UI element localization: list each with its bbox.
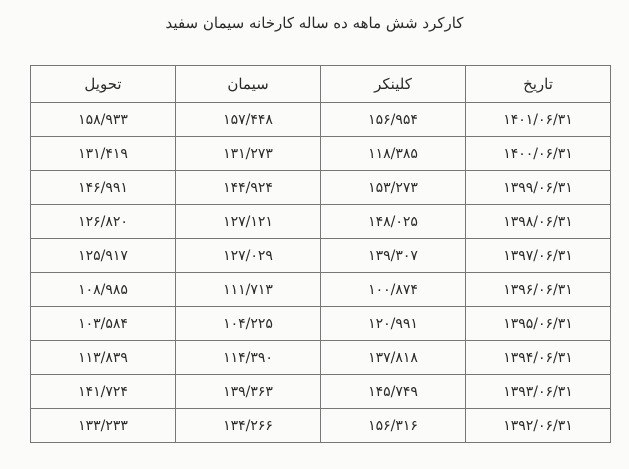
cell-value: ۱۰۳/۵۸۴ (78, 315, 128, 332)
date-cell: ۱۴۰۱/۰۶/۳۱ (465, 102, 611, 137)
header-date: تاریخ (465, 65, 611, 103)
date-cell: ۱۳۹۸/۰۶/۳۱ (465, 204, 611, 239)
delivery-cell: ۱۴۶/۹۹۱ (30, 170, 176, 205)
header-cement: سیمان (175, 65, 321, 103)
cell-value: ۱۳۹۶/۰۶/۳۱ (503, 281, 573, 298)
header-clinker: کلینکر (320, 65, 466, 103)
delivery-cell: ۱۰۸/۹۸۵ (30, 272, 176, 307)
cell-value: ۱۳۹۲/۰۶/۳۱ (503, 417, 573, 434)
cement-cell: ۱۳۹/۳۶۳ (175, 374, 321, 409)
clinker-cell: ۱۵۶/۹۵۴ (320, 102, 466, 137)
date-cell: ۱۳۹۷/۰۶/۳۱ (465, 238, 611, 273)
delivery-cell: ۱۳۱/۴۱۹ (30, 136, 176, 171)
delivery-cell: ۱۴۱/۷۲۴ (30, 374, 176, 409)
date-cell: ۱۳۹۶/۰۶/۳۱ (465, 272, 611, 307)
cell-value: ۱۳۹۹/۰۶/۳۱ (503, 179, 573, 196)
cell-value: ۱۴۴/۹۲۴ (223, 179, 273, 196)
cell-value: ۱۲۷/۱۲۱ (223, 213, 273, 230)
cell-value: ۱۳۳/۲۳۳ (78, 417, 128, 434)
table-row: ۱۴۰۰/۰۶/۳۱ ۱۱۸/۳۸۵ ۱۳۱/۲۷۳ ۱۳۱/۴۱۹ (30, 136, 611, 171)
cell-value: ۱۳۹/۳۰۷ (368, 247, 418, 264)
clinker-cell: ۱۵۶/۳۱۶ (320, 408, 466, 443)
delivery-cell: ۱۲۶/۸۲۰ (30, 204, 176, 239)
cell-value: ۱۳۱/۴۱۹ (78, 145, 128, 162)
production-table: تاریخ کلینکر سیمان تحویل ۱۴۰۱/۰۶/۳۱ ۱۵۶/۹… (30, 65, 611, 443)
delivery-cell: ۱۳۳/۲۳۳ (30, 408, 176, 443)
cement-cell: ۱۱۴/۳۹۰ (175, 340, 321, 375)
cell-value: ۱۳۹۴/۰۶/۳۱ (503, 349, 573, 366)
date-cell: ۱۳۹۹/۰۶/۳۱ (465, 170, 611, 205)
table-row: ۱۳۹۹/۰۶/۳۱ ۱۵۳/۲۷۳ ۱۴۴/۹۲۴ ۱۴۶/۹۹۱ (30, 170, 611, 205)
cell-value: ۱۰۴/۲۲۵ (223, 315, 273, 332)
table-row: ۱۳۹۴/۰۶/۳۱ ۱۳۷/۸۱۸ ۱۱۴/۳۹۰ ۱۱۳/۸۳۹ (30, 340, 611, 375)
date-cell: ۱۳۹۴/۰۶/۳۱ (465, 340, 611, 375)
cell-value: ۱۳۹۸/۰۶/۳۱ (503, 213, 573, 230)
cell-value: ۱۱۳/۸۳۹ (78, 349, 128, 366)
cell-value: ۱۴۱/۷۲۴ (78, 383, 128, 400)
cell-value: ۱۰۸/۹۸۵ (78, 281, 128, 298)
cell-value: ۱۴۰۰/۰۶/۳۱ (503, 145, 573, 162)
cell-value: ۱۴۶/۹۹۱ (78, 179, 128, 196)
table-row: ۱۳۹۷/۰۶/۳۱ ۱۳۹/۳۰۷ ۱۲۷/۰۲۹ ۱۲۵/۹۱۷ (30, 238, 611, 273)
clinker-cell: ۱۲۰/۹۹۱ (320, 306, 466, 341)
cement-cell: ۱۴۴/۹۲۴ (175, 170, 321, 205)
cell-value: ۱۳۱/۲۷۳ (223, 145, 273, 162)
cell-value: ۱۵۶/۳۱۶ (368, 417, 418, 434)
cell-value: ۱۵۳/۲۷۳ (368, 179, 418, 196)
cell-value: ۱۳۹/۳۶۳ (223, 383, 273, 400)
delivery-cell: ۱۲۵/۹۱۷ (30, 238, 176, 273)
delivery-cell: ۱۰۳/۵۸۴ (30, 306, 176, 341)
cell-value: ۱۵۷/۴۴۸ (223, 111, 273, 128)
clinker-cell: ۱۳۷/۸۱۸ (320, 340, 466, 375)
table-row: ۱۴۰۱/۰۶/۳۱ ۱۵۶/۹۵۴ ۱۵۷/۴۴۸ ۱۵۸/۹۳۳ (30, 102, 611, 137)
table-row: ۱۳۹۶/۰۶/۳۱ ۱۰۰/۸۷۴ ۱۱۱/۷۱۳ ۱۰۸/۹۸۵ (30, 272, 611, 307)
cell-value: ۱۱۸/۳۸۵ (368, 145, 418, 162)
clinker-cell: ۱۴۸/۰۲۵ (320, 204, 466, 239)
document-title: کارکرد شش ماهه ده ساله کارخانه سیمان سفی… (165, 14, 464, 32)
cement-cell: ۱۵۷/۴۴۸ (175, 102, 321, 137)
table-row: ۱۳۹۳/۰۶/۳۱ ۱۴۵/۷۴۹ ۱۳۹/۳۶۳ ۱۴۱/۷۲۴ (30, 374, 611, 409)
cell-value: ۱۵۶/۹۵۴ (368, 111, 418, 128)
cell-value: ۱۳۴/۲۶۶ (223, 417, 273, 434)
header-row: تاریخ کلینکر سیمان تحویل (30, 65, 611, 103)
cell-value: ۱۳۹۵/۰۶/۳۱ (503, 315, 573, 332)
clinker-cell: ۱۱۸/۳۸۵ (320, 136, 466, 171)
cell-value: ۱۳۹۷/۰۶/۳۱ (503, 247, 573, 264)
cement-cell: ۱۳۴/۲۶۶ (175, 408, 321, 443)
clinker-cell: ۱۵۳/۲۷۳ (320, 170, 466, 205)
date-cell: ۱۳۹۵/۰۶/۳۱ (465, 306, 611, 341)
cell-value: ۱۴۸/۰۲۵ (368, 213, 418, 230)
cement-cell: ۱۱۱/۷۱۳ (175, 272, 321, 307)
clinker-cell: ۱۴۵/۷۴۹ (320, 374, 466, 409)
cell-value: ۱۱۱/۷۱۳ (223, 281, 273, 298)
cement-cell: ۱۳۱/۲۷۳ (175, 136, 321, 171)
cement-cell: ۱۲۷/۰۲۹ (175, 238, 321, 273)
cement-cell: ۱۰۴/۲۲۵ (175, 306, 321, 341)
date-cell: ۱۳۹۲/۰۶/۳۱ (465, 408, 611, 443)
cell-value: ۱۱۴/۳۹۰ (223, 349, 273, 366)
cell-value: ۱۲۷/۰۲۹ (223, 247, 273, 264)
table-row: ۱۳۹۵/۰۶/۳۱ ۱۲۰/۹۹۱ ۱۰۴/۲۲۵ ۱۰۳/۵۸۴ (30, 306, 611, 341)
table-row: ۱۳۹۸/۰۶/۳۱ ۱۴۸/۰۲۵ ۱۲۷/۱۲۱ ۱۲۶/۸۲۰ (30, 204, 611, 239)
delivery-cell: ۱۵۸/۹۳۳ (30, 102, 176, 137)
table-row: ۱۳۹۲/۰۶/۳۱ ۱۵۶/۳۱۶ ۱۳۴/۲۶۶ ۱۳۳/۲۳۳ (30, 408, 611, 443)
clinker-cell: ۱۳۹/۳۰۷ (320, 238, 466, 273)
cell-value: ۱۵۸/۹۳۳ (78, 111, 128, 128)
cell-value: ۱۴۵/۷۴۹ (368, 383, 418, 400)
cell-value: ۱۳۷/۸۱۸ (368, 349, 418, 366)
delivery-cell: ۱۱۳/۸۳۹ (30, 340, 176, 375)
cell-value: ۱۳۹۳/۰۶/۳۱ (503, 383, 573, 400)
date-cell: ۱۳۹۳/۰۶/۳۱ (465, 374, 611, 409)
cement-cell: ۱۲۷/۱۲۱ (175, 204, 321, 239)
cell-value: ۱۲۵/۹۱۷ (78, 247, 128, 264)
cell-value: ۱۲۰/۹۹۱ (368, 315, 418, 332)
header-delivery: تحویل (30, 65, 176, 103)
cell-value: ۱۴۰۱/۰۶/۳۱ (503, 111, 573, 128)
date-cell: ۱۴۰۰/۰۶/۳۱ (465, 136, 611, 171)
clinker-cell: ۱۰۰/۸۷۴ (320, 272, 466, 307)
cell-value: ۱۲۶/۸۲۰ (78, 213, 128, 230)
cell-value: ۱۰۰/۸۷۴ (368, 281, 418, 298)
